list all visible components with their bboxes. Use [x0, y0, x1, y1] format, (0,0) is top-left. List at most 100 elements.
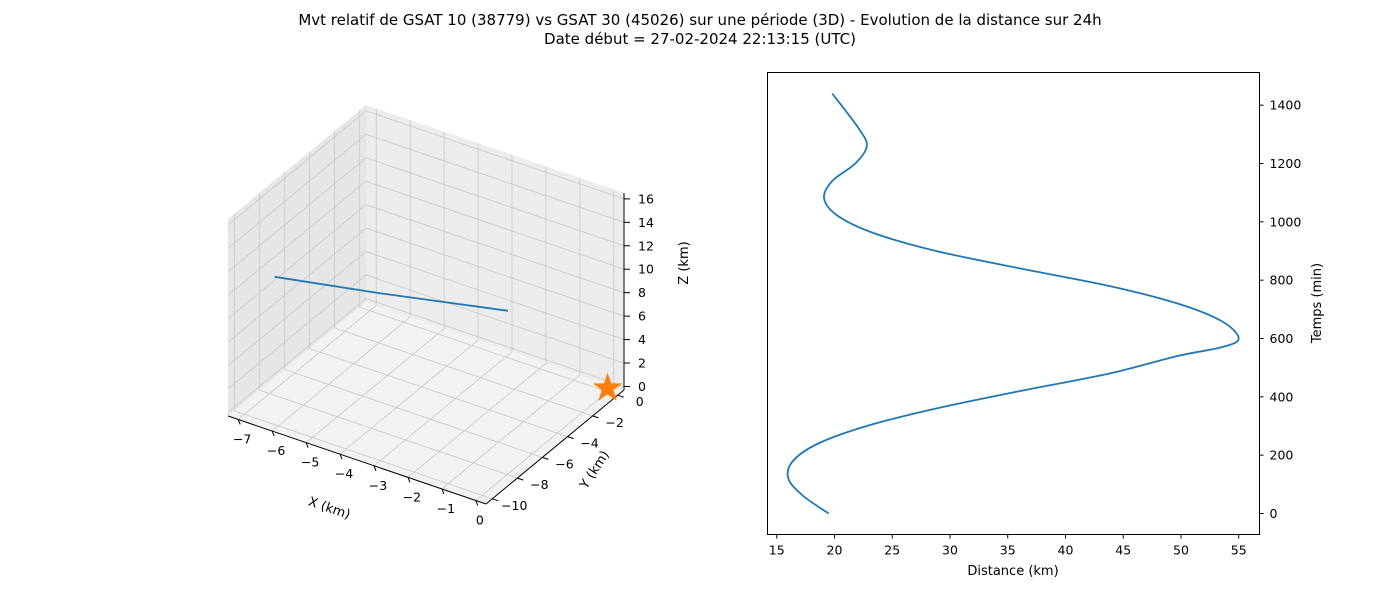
z-gridline	[227, 274, 625, 390]
x-tick-label: −2	[403, 489, 421, 504]
x-tick	[271, 430, 275, 437]
y-gridline	[334, 130, 593, 417]
x-tick-label: −7	[233, 431, 251, 446]
x-tick	[441, 488, 445, 495]
y-tick-label: 1200	[1270, 156, 1302, 171]
z-gridline	[227, 298, 625, 413]
3d-panes	[228, 105, 624, 504]
2d-y-axis-label: Temps (min)	[1310, 263, 1325, 344]
z-tick-label: 4	[638, 332, 646, 347]
3d-x-axis-label: X (km)	[306, 495, 352, 523]
y-axis-line	[485, 389, 625, 505]
x-gridline	[373, 154, 513, 467]
back-pane	[366, 105, 624, 390]
3d-y-axis-label: Y (km)	[577, 448, 613, 493]
origin-star-marker	[592, 372, 623, 401]
x-tick-label: 35	[1000, 543, 1016, 558]
z-gridline	[227, 204, 625, 320]
x-tick-label: −6	[267, 443, 285, 458]
z-gridline	[227, 133, 625, 249]
side-pane	[228, 105, 366, 416]
x-gridline	[305, 131, 445, 443]
y-tick	[492, 498, 499, 502]
x-tick-label: 0	[476, 513, 484, 528]
y-tick	[542, 456, 549, 460]
floor-pane	[228, 302, 624, 504]
y-tick-label: 0	[1270, 506, 1278, 521]
z-tick-label: 12	[638, 238, 654, 253]
y-gridline	[233, 213, 493, 500]
y-tick-label: −6	[555, 456, 573, 471]
y-gridline	[258, 193, 518, 479]
z-gridline	[227, 227, 625, 343]
z-gridline	[227, 157, 625, 273]
x-tick-label: 15	[769, 543, 785, 558]
plot-3d: −7−6−5−4−3−2−10−10−8−6−4−200246810121416…	[227, 105, 692, 528]
figure-title-line1: Mvt relatif de GSAT 10 (38779) vs GSAT 3…	[298, 11, 1101, 29]
z-tick-label: 6	[638, 309, 646, 324]
x-gridline	[339, 143, 479, 455]
y-tick	[592, 415, 599, 419]
z-tick-label: 14	[638, 215, 654, 230]
3d-z-axis-label: Z (km)	[677, 241, 692, 284]
y-tick-label: 1400	[1270, 98, 1302, 113]
z-tick-label: 8	[638, 285, 646, 300]
x-tick	[373, 465, 377, 471]
x-tick-label: 45	[1115, 543, 1131, 558]
plot-2d-distance: 15 20 25 30 35 40 45 50 55 0 200 400 600 800 1000 1200…	[767, 72, 1325, 579]
distance-curve	[786, 92, 1240, 515]
y-tick	[517, 477, 524, 481]
y-gridline	[309, 151, 568, 437]
trajectory-line	[274, 275, 509, 312]
x-tick	[475, 500, 479, 506]
x-tick-label: −3	[369, 478, 387, 493]
y-tick-label: 0	[636, 394, 644, 409]
2d-x-ticks: 15 20 25 30 35 40 45 50 55	[769, 534, 1247, 558]
z-tick-label: 10	[638, 262, 654, 277]
x-tick-label: −4	[335, 466, 353, 481]
3d-data	[274, 275, 623, 401]
z-gridline	[227, 251, 625, 366]
x-gridline	[407, 166, 547, 478]
z-tick-label: 2	[638, 356, 646, 371]
2d-data	[786, 92, 1240, 515]
x-tick	[407, 477, 411, 483]
x-gridline	[237, 108, 377, 420]
x-tick-label: 55	[1231, 543, 1247, 558]
2d-x-axis-label: Distance (km)	[967, 564, 1058, 579]
z-gridline	[227, 180, 625, 296]
y-tick-label: 600	[1270, 331, 1294, 346]
x-tick	[237, 419, 241, 425]
y-tick-label: −8	[530, 477, 548, 492]
x-tick	[305, 442, 309, 448]
2d-axes-frame	[767, 72, 1260, 535]
x-tick-label: 40	[1058, 543, 1074, 558]
y-gridline	[284, 172, 543, 458]
y-gridline	[359, 110, 618, 396]
x-tick-label: 20	[827, 543, 843, 558]
x-tick-label: −5	[301, 455, 319, 470]
y-tick-label: 800	[1270, 273, 1294, 288]
x-tick-label: 50	[1173, 543, 1189, 558]
x-axis-line	[227, 415, 487, 505]
y-tick-label: −4	[580, 436, 598, 451]
z-gridline	[227, 110, 625, 226]
y-tick-label: 400	[1270, 389, 1294, 404]
x-tick-label: 30	[942, 543, 958, 558]
y-tick	[617, 394, 624, 398]
y-tick	[567, 436, 574, 440]
figure-title-line2: Date début = 27-02-2024 22:13:15 (UTC)	[544, 30, 856, 48]
z-tick-label: 16	[638, 191, 654, 206]
x-tick	[339, 454, 343, 460]
2d-y-ticks: 0 200 400 600 800 1000 1200 1400	[1259, 98, 1302, 521]
x-gridline	[441, 177, 581, 490]
z-tick-label: 0	[638, 379, 646, 394]
y-tick-label: 200	[1270, 448, 1294, 463]
y-tick-label: −10	[501, 498, 527, 513]
y-tick-label: 1000	[1270, 214, 1302, 229]
x-gridline	[271, 120, 411, 432]
x-tick-label: −1	[437, 501, 455, 516]
x-tick-label: 25	[884, 543, 900, 558]
